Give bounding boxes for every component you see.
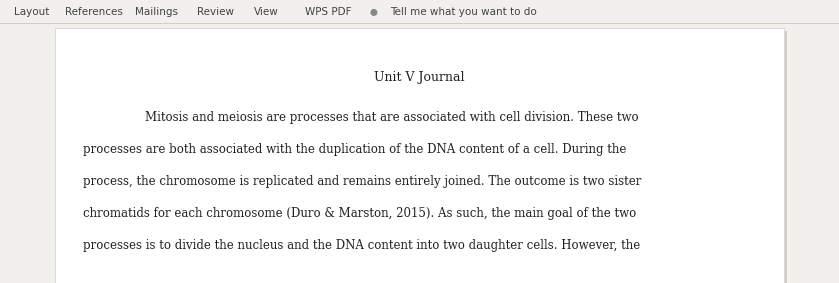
Text: ⬤: ⬤ xyxy=(370,8,378,16)
Text: WPS PDF: WPS PDF xyxy=(305,7,352,17)
Text: Layout: Layout xyxy=(14,7,50,17)
Text: processes is to divide the nucleus and the DNA content into two daughter cells. : processes is to divide the nucleus and t… xyxy=(83,239,640,252)
Bar xyxy=(58,31,787,283)
Text: Unit V Journal: Unit V Journal xyxy=(374,70,465,83)
Text: View: View xyxy=(254,7,279,17)
Bar xyxy=(55,28,784,283)
Text: Mitosis and meiosis are processes that are associated with cell division. These : Mitosis and meiosis are processes that a… xyxy=(145,112,638,125)
Text: References: References xyxy=(65,7,122,17)
Text: Tell me what you want to do: Tell me what you want to do xyxy=(390,7,537,17)
Text: chromatids for each chromosome (Duro & Marston, 2015). As such, the main goal of: chromatids for each chromosome (Duro & M… xyxy=(83,207,636,220)
Text: Review: Review xyxy=(197,7,234,17)
Text: processes are both associated with the duplication of the DNA content of a cell.: processes are both associated with the d… xyxy=(83,143,627,156)
Text: Mailings: Mailings xyxy=(135,7,178,17)
Text: process, the chromosome is replicated and remains entirely joined. The outcome i: process, the chromosome is replicated an… xyxy=(83,175,641,188)
